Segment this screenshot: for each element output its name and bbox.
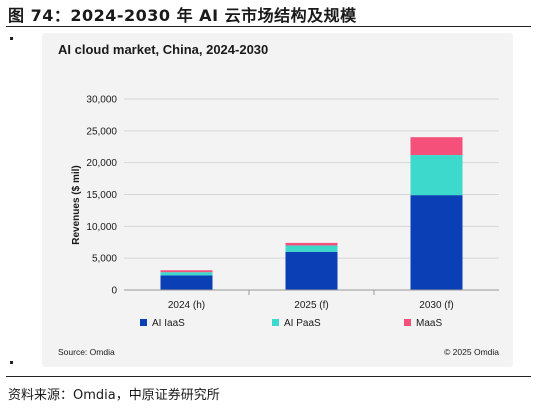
bar-segment: [410, 137, 463, 156]
bar-segment: [160, 272, 213, 276]
bar-segment: [160, 270, 213, 273]
bar-segment: [285, 245, 338, 252]
x-tick-label: 2025 (f): [294, 300, 328, 311]
corner-marker: [10, 361, 13, 364]
top-divider: [6, 26, 531, 27]
y-tick-label: 5,000: [92, 254, 117, 265]
y-tick-label: 0: [111, 286, 117, 297]
corner-marker: [10, 37, 13, 40]
y-axis-label: Revenues ($ mil): [71, 165, 82, 244]
figure-title: 图 74：2024-2030 年 AI 云市场结构及规模: [8, 6, 357, 25]
source-note: 资料来源：Omdia，中原证券研究所: [8, 388, 220, 403]
y-tick-label: 25,000: [86, 126, 117, 137]
legend-swatch: [404, 319, 411, 326]
y-tick-label: 30,000: [86, 95, 117, 106]
bottom-divider: [6, 376, 531, 377]
legend: AI IaaS AI PaaS MaaS: [140, 318, 442, 329]
y-tick-label: 15,000: [86, 190, 117, 201]
chart-copyright: © 2025 Omdia: [444, 347, 499, 357]
x-tick-label: 2024 (h): [168, 300, 205, 311]
legend-swatch: [272, 319, 279, 326]
bar-segment: [285, 251, 338, 290]
chart-panel: AI cloud market, China, 2024-2030 Revenu…: [42, 33, 513, 367]
y-tick-label: 10,000: [86, 222, 117, 233]
bar-segment: [285, 242, 338, 246]
stacked-bar-chart: AI cloud market, China, 2024-2030 Revenu…: [58, 42, 499, 357]
x-tick-label: 2030 (f): [419, 300, 453, 311]
bars: [160, 137, 463, 290]
chart-source: Source: Omdia: [58, 347, 115, 357]
bar-segment: [410, 195, 463, 290]
legend-label: AI IaaS: [152, 318, 185, 329]
legend-label: MaaS: [416, 318, 442, 329]
legend-label: AI PaaS: [284, 318, 321, 329]
chart-title: AI cloud market, China, 2024-2030: [58, 42, 268, 57]
axes: 0 5,000 10,000 15,000 20,000 25,000 30,000 2024…: [86, 95, 499, 311]
legend-swatch: [140, 319, 147, 326]
y-tick-label: 20,000: [86, 158, 117, 169]
bar-segment: [160, 275, 213, 290]
bar-segment: [410, 155, 463, 196]
